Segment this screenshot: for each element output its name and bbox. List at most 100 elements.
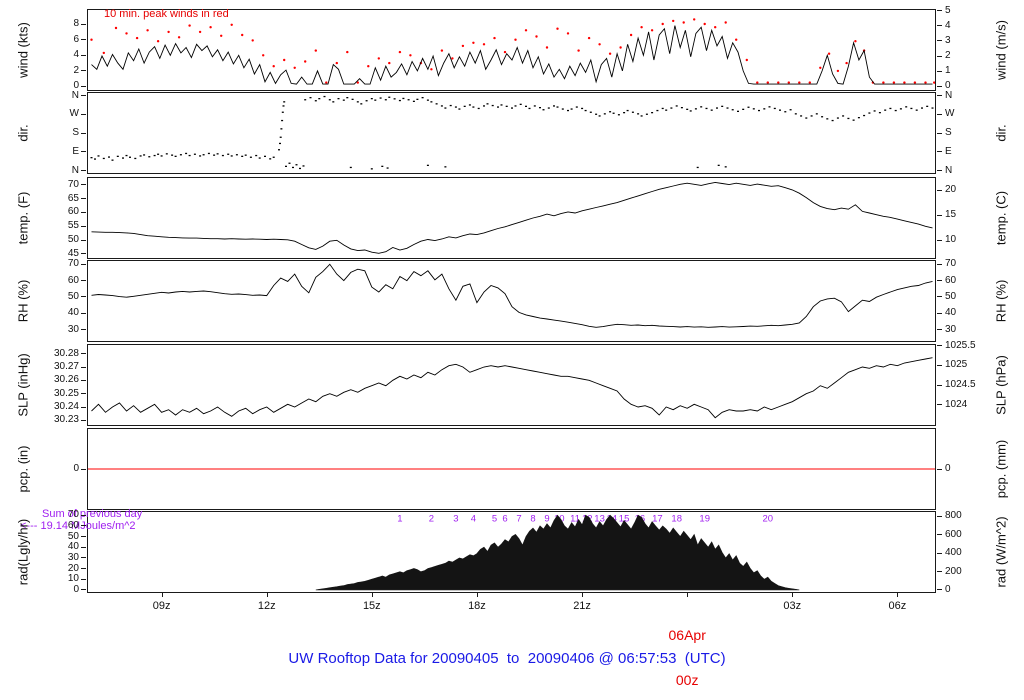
dir-plot: [90, 95, 934, 170]
rh-ytick-right: [937, 312, 942, 314]
wind-ytick-right: [937, 10, 942, 12]
wind-peak-note: 10 min. peak winds in red: [104, 8, 229, 20]
temp-ytick-right: [937, 239, 942, 241]
dir-ytick-right: [937, 170, 942, 171]
slp-ytick-label-left: 30.26: [53, 374, 79, 386]
rad-ytick-label-left: 60: [67, 519, 79, 531]
rad-ytick-label-left: 70: [67, 509, 79, 521]
slp-ytick-left: [81, 393, 86, 395]
slp-ytick-left: [81, 419, 86, 421]
wind-ytick-label-right: 5: [945, 4, 951, 16]
wind-ytick-label-right: 0: [945, 80, 951, 92]
svg-text:3: 3: [453, 513, 458, 524]
dir-axis-title-left: dir.: [15, 124, 31, 142]
slp-ytick-label-right: 1025: [945, 359, 968, 371]
slp-ytick-right: [937, 404, 942, 406]
temp-ytick-left: [81, 253, 86, 255]
x-axis-tick: [476, 592, 478, 597]
rad-ytick-right: [937, 589, 942, 591]
rh-ytick-left: [81, 296, 86, 298]
rad-ytick-label-left: 40: [67, 541, 79, 553]
dir-ytick-label-left: S: [72, 127, 79, 138]
x-axis-tick-label: 09z: [152, 600, 171, 612]
rad-ytick-label-right: 0: [945, 583, 951, 595]
dir-ytick-label-right: N: [945, 164, 953, 176]
rad-ytick-left: [81, 546, 86, 548]
temp-ytick-label-right: 10: [945, 234, 957, 246]
wind-ytick-label-left: 4: [73, 49, 79, 61]
temp-ytick-right: [937, 214, 942, 216]
slp-ytick-label-right: 1025.5: [945, 339, 976, 351]
pcp-panel: [87, 428, 936, 510]
svg-text:1: 1: [397, 513, 402, 524]
temp-ytick-left: [81, 198, 86, 200]
wind-ytick-label-right: 2: [945, 50, 951, 62]
slp-ytick-left: [81, 353, 86, 355]
rad-panel: 1234567891011121314151617181920: [87, 511, 936, 593]
rad-ytick-right: [937, 515, 942, 517]
rh-ytick-right: [937, 329, 942, 331]
rh-ytick-left: [81, 263, 86, 265]
pcp-ytick-left: [81, 468, 86, 470]
rad-ytick-right: [937, 571, 942, 573]
svg-text:13: 13: [594, 513, 605, 524]
wind-ytick-label-right: 3: [945, 34, 951, 46]
rh-ytick-left: [81, 329, 86, 331]
wind-ytick-right: [937, 55, 942, 57]
svg-text:6: 6: [502, 513, 507, 524]
svg-text:8: 8: [530, 513, 535, 524]
temp-ytick-label-left: 70: [67, 178, 79, 190]
wind-ytick-label-left: 8: [73, 18, 79, 30]
svg-text:4: 4: [471, 513, 476, 524]
wind-ytick-right: [937, 70, 942, 72]
slp-ytick-right: [937, 384, 942, 386]
wind-panel: [87, 9, 936, 91]
slp-ytick-label-left: 30.24: [53, 401, 79, 412]
slp-axis-title-left: SLP (inHg): [15, 353, 31, 417]
temp-ytick-label-left: 65: [67, 192, 79, 204]
rad-ytick-right: [937, 552, 942, 554]
temp-ytick-label-left: 45: [67, 247, 79, 259]
wind-ytick-right: [937, 85, 942, 87]
svg-text:5: 5: [492, 513, 497, 524]
svg-text:2: 2: [429, 513, 434, 524]
x-axis-tick-label: 15z: [362, 600, 381, 612]
dir-ytick-left: [81, 170, 86, 171]
wind-axis-title-right: wind (m/s): [993, 20, 1009, 80]
x-axis-tick: [582, 592, 584, 597]
wind-ytick-right: [937, 40, 942, 42]
dir-ytick-left: [81, 113, 86, 115]
rad-ytick-label-left: 20: [67, 562, 79, 574]
temp-ytick-left: [81, 211, 86, 213]
slp-ytick-label-left: 30.27: [53, 361, 79, 372]
x-axis-tick: [371, 592, 373, 597]
wind-ytick-right: [937, 25, 942, 27]
temp-ytick-label-left: 55: [67, 220, 79, 232]
dir-ytick-right: [937, 132, 942, 134]
dir-ytick-label-right: E: [945, 145, 952, 157]
wind-ytick-label-left: 2: [73, 64, 79, 76]
rh-ytick-label-right: 60: [945, 274, 957, 286]
rh-ytick-label-left: 30: [67, 323, 79, 335]
rh-axis-title-left: RH (%): [15, 279, 31, 323]
wind-ytick-label-left: 0: [73, 80, 79, 92]
temp-axis-title-right: temp. (C): [993, 190, 1009, 246]
rad-ytick-left: [81, 568, 86, 570]
slp-ytick-left: [81, 366, 86, 368]
svg-text:15: 15: [619, 513, 630, 524]
rad-ytick-left: [81, 525, 86, 527]
wind-ytick-left: [81, 85, 86, 87]
slp-plot: [91, 357, 933, 419]
rad-ytick-left: [81, 514, 86, 516]
dir-ytick-right: [937, 113, 942, 115]
temp-ytick-label-left: 60: [67, 206, 79, 218]
rh-ytick-label-right: 40: [945, 307, 957, 319]
slp-ytick-label-left: 30.23: [53, 414, 79, 426]
rh-ytick-left: [81, 280, 86, 282]
wind-axis-title-left: wind (kts): [15, 22, 31, 78]
svg-text:19: 19: [699, 513, 710, 524]
x-axis-tick: [897, 592, 899, 597]
temp-ytick-left: [81, 184, 86, 186]
temp-ytick-left: [81, 239, 86, 241]
